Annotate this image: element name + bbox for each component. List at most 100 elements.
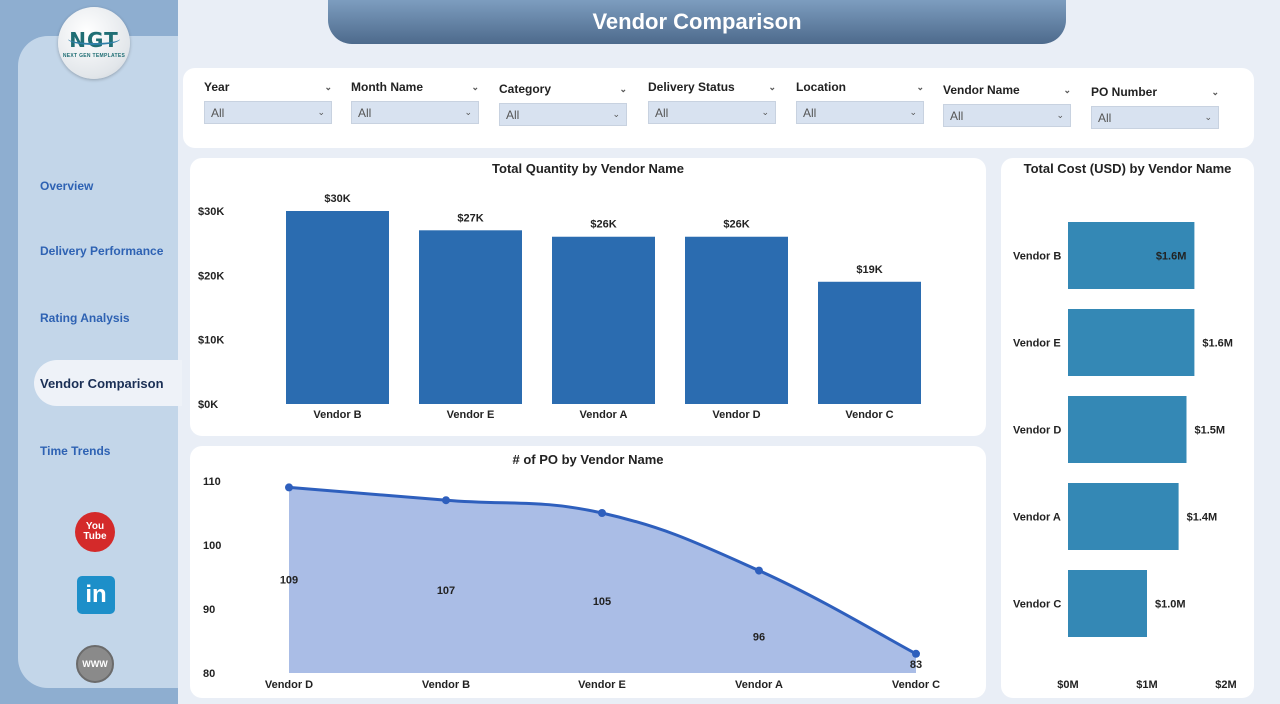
linkedin-icon-text: in: [85, 581, 107, 608]
x-tick-label: Vendor C: [845, 409, 893, 421]
y-tick-label: Vendor A: [1013, 512, 1061, 524]
chevron-down-icon: ⌄: [317, 107, 325, 117]
sidebar-item-delivery-performance[interactable]: Delivery Performance: [40, 244, 164, 258]
data-label: $1.4M: [1187, 512, 1218, 524]
y-tick-label: 100: [203, 540, 221, 552]
x-tick-label: $2M: [1215, 679, 1236, 691]
data-point: [912, 649, 920, 658]
filter-year-value: All: [211, 105, 225, 120]
data-label: $1.0M: [1155, 599, 1186, 611]
x-tick-label: $0M: [1057, 679, 1078, 691]
filter-delivery-status-dropdown[interactable]: All ⌄: [648, 101, 776, 124]
data-point: [442, 496, 450, 505]
po-area-chart: 80 90 100 110 109 Vendor D 107 Vendor B 105 Vendo…: [203, 476, 940, 691]
chevron-down-icon[interactable]: ⌄: [916, 81, 924, 92]
chevron-down-icon[interactable]: ⌄: [471, 81, 479, 92]
filter-po-number-value: All: [1098, 110, 1112, 125]
filter-month-name-value: All: [358, 105, 372, 120]
cost-chart-card: Total Cost (USD) by Vendor Name Vendor B…: [1001, 158, 1254, 698]
quantity-bar-chart: $0K $10K $20K $30K $30K Vendor B $27K Vendor E $…: [198, 193, 921, 421]
filter-po-number-dropdown[interactable]: All ⌄: [1091, 106, 1219, 129]
x-tick-label: $1M: [1136, 679, 1157, 691]
quantity-chart-card: Total Quantity by Vendor Name $0K $10K $20…: [190, 158, 986, 436]
filter-category-dropdown[interactable]: All ⌄: [499, 103, 627, 126]
filter-category: Category ⌄ All ⌄: [499, 82, 627, 126]
page-title-banner: Vendor Comparison: [328, 0, 1066, 44]
y-tick-label: $0K: [198, 399, 218, 411]
filter-year-label: Year: [204, 80, 230, 94]
x-tick-label: Vendor B: [422, 679, 470, 691]
sidebar-item-vendor-comparison[interactable]: [34, 360, 182, 406]
data-label: $1.6M: [1202, 338, 1233, 350]
filter-delivery-status-label: Delivery Status: [648, 80, 735, 94]
website-icon-text: WWW: [82, 659, 108, 669]
filter-vendor-name-dropdown[interactable]: All ⌄: [943, 104, 1071, 127]
youtube-icon[interactable]: You Tube: [75, 512, 115, 552]
x-tick-label: Vendor C: [892, 679, 940, 691]
bar-vendor-e: [419, 230, 522, 404]
data-label: $26K: [723, 219, 749, 231]
filter-vendor-name-label: Vendor Name: [943, 83, 1020, 97]
data-label: 109: [280, 574, 298, 586]
chevron-down-icon[interactable]: ⌄: [768, 81, 776, 92]
filter-delivery-status: Delivery Status ⌄ All ⌄: [648, 80, 776, 124]
cost-chart-title: Total Cost (USD) by Vendor Name: [1023, 161, 1232, 176]
filter-year-dropdown[interactable]: All ⌄: [204, 101, 332, 124]
chevron-down-icon: ⌄: [612, 109, 620, 119]
cost-horizontal-bar-chart: Vendor B $1.6M Vendor E $1.6M Vendor D $1.5M V…: [1013, 222, 1237, 691]
y-tick-label: Vendor E: [1013, 338, 1061, 350]
bar-vendor-b: [1068, 222, 1195, 289]
filter-delivery-status-value: All: [655, 105, 669, 120]
x-tick-label: Vendor A: [735, 679, 783, 691]
chevron-down-icon: ⌄: [464, 107, 472, 117]
bar-vendor-a: [1068, 483, 1179, 550]
filter-location-dropdown[interactable]: All ⌄: [796, 101, 924, 124]
filter-month-name-label: Month Name: [351, 80, 423, 94]
data-label: 83: [910, 659, 922, 671]
y-tick-label: 80: [203, 668, 215, 680]
sidebar-item-time-trends[interactable]: Time Trends: [40, 444, 111, 458]
po-chart-card: # of PO by Vendor Name 80 90 100 110 109 Vend…: [190, 446, 986, 698]
y-tick-label: Vendor C: [1013, 599, 1061, 611]
bar-vendor-d: [685, 236, 788, 404]
bar-vendor-e: [1068, 309, 1195, 376]
chevron-down-icon[interactable]: ⌄: [324, 81, 332, 92]
data-label: $1.5M: [1195, 425, 1226, 437]
data-label: $26K: [590, 219, 616, 231]
data-label: $27K: [457, 212, 483, 224]
youtube-icon-text-2: Tube: [83, 531, 107, 542]
logo-subtext: NEXT GEN TEMPLATES: [62, 52, 126, 59]
linkedin-icon[interactable]: in: [77, 576, 115, 614]
x-tick-label: Vendor A: [580, 409, 628, 421]
chevron-down-icon[interactable]: ⌄: [619, 83, 627, 94]
chevron-down-icon[interactable]: ⌄: [1211, 86, 1219, 97]
filter-month-name-dropdown[interactable]: All ⌄: [351, 101, 479, 124]
bar-vendor-d: [1068, 396, 1187, 463]
filter-vendor-name: Vendor Name ⌄ All ⌄: [943, 83, 1071, 127]
filter-po-number: PO Number ⌄ All ⌄: [1091, 85, 1219, 129]
sidebar-item-rating-analysis[interactable]: Rating Analysis: [40, 311, 130, 325]
bar-vendor-b: [286, 211, 389, 404]
page-title: Vendor Comparison: [592, 9, 802, 34]
filter-category-value: All: [506, 107, 520, 122]
x-tick-label: Vendor E: [578, 679, 626, 691]
filter-category-label: Category: [499, 82, 552, 96]
filter-month-name: Month Name ⌄ All ⌄: [351, 80, 479, 124]
youtube-icon-text-1: You: [85, 521, 105, 532]
sidebar-item-vendor-comparison-label: Vendor Comparison: [40, 376, 164, 391]
filter-location: Location ⌄ All ⌄: [796, 80, 924, 124]
filter-year: Year ⌄ All ⌄: [204, 80, 332, 124]
chevron-down-icon: ⌄: [909, 107, 917, 117]
y-tick-label: $20K: [198, 270, 224, 282]
sidebar-item-overview[interactable]: Overview: [40, 179, 94, 193]
chevron-down-icon[interactable]: ⌄: [1063, 84, 1071, 95]
y-tick-label: 110: [203, 476, 221, 488]
website-globe-icon[interactable]: WWW: [76, 645, 114, 683]
data-point: [598, 509, 606, 517]
bar-vendor-c: [818, 281, 921, 404]
data-label: 107: [437, 585, 455, 597]
filter-bar: Year ⌄ All ⌄ Month Name ⌄ All ⌄ Category ⌄ Al…: [183, 68, 1254, 148]
data-point: [285, 483, 293, 492]
x-tick-label: Vendor D: [712, 409, 760, 421]
x-tick-label: Vendor B: [313, 409, 361, 421]
